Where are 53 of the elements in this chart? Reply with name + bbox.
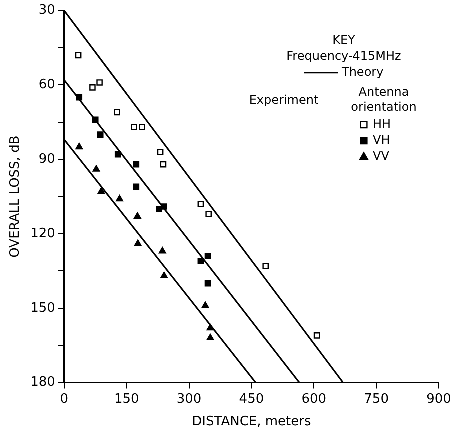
y-tick-label: 120 <box>30 226 56 242</box>
x-tick-label: 750 <box>364 392 389 407</box>
point <box>160 272 168 279</box>
legend-label: Theory <box>341 64 384 79</box>
point <box>157 149 164 156</box>
point <box>202 302 210 308</box>
point <box>133 161 140 168</box>
legend-label: VV <box>373 148 390 163</box>
y-tick-label: 60 <box>38 78 56 93</box>
annotation: Antenna orientation <box>351 84 417 114</box>
point <box>133 184 140 190</box>
y-tick-label: 90 <box>38 152 56 167</box>
point <box>204 280 212 287</box>
point <box>114 151 122 158</box>
y-tick-label: 30 <box>38 3 56 18</box>
point <box>96 80 103 86</box>
point <box>198 258 204 264</box>
y-axis-title: OVERALL LOSS, dB <box>8 136 24 258</box>
legend-label: HH <box>373 116 392 131</box>
point <box>206 334 214 341</box>
x-tick-label: 300 <box>176 392 202 407</box>
point <box>314 332 320 339</box>
x-tick-label: 600 <box>302 392 327 407</box>
point <box>134 212 142 220</box>
y-tick-label: 150 <box>30 300 56 316</box>
point <box>156 206 162 212</box>
x-tick-label: 450 <box>239 392 264 407</box>
point <box>198 201 204 208</box>
x-axis-title: DISTANCE, meters <box>192 414 312 430</box>
point <box>92 165 100 172</box>
point <box>98 188 106 194</box>
x-tick-label: 900 <box>426 392 452 407</box>
x-tick-label: 150 <box>114 392 140 407</box>
point <box>204 253 212 260</box>
point <box>131 124 138 131</box>
point <box>139 124 146 131</box>
point <box>116 195 124 202</box>
point <box>76 143 84 150</box>
x-tick-label: 0 <box>60 392 69 407</box>
point <box>206 211 212 218</box>
point <box>158 247 166 254</box>
point <box>75 52 82 59</box>
point <box>114 109 120 116</box>
point <box>97 132 104 138</box>
annotation: Experiment <box>249 92 319 107</box>
point <box>262 263 270 270</box>
annotation: Frequency-415MHz <box>286 48 402 63</box>
legend-title: KEY <box>332 32 356 47</box>
y-tick-label: 180 <box>30 375 56 390</box>
point <box>90 84 96 91</box>
legend-label: VH <box>373 132 390 147</box>
point <box>134 240 142 246</box>
point <box>160 161 167 168</box>
